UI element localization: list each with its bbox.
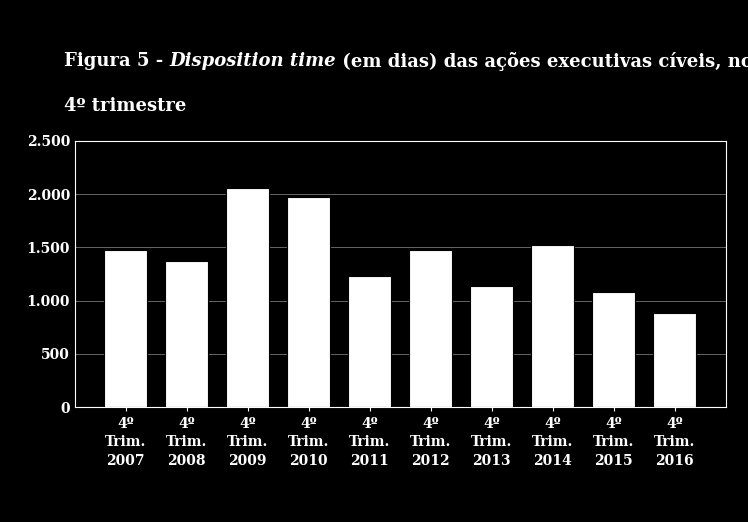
Bar	[349, 276, 391, 407]
Bar	[592, 292, 635, 407]
Bar	[470, 286, 513, 407]
Text: Figura 5 -: Figura 5 -	[64, 52, 169, 70]
Text: Disposition time: Disposition time	[169, 52, 336, 70]
Text: 4º trimestre: 4º trimestre	[64, 97, 186, 114]
Bar	[165, 262, 208, 407]
Bar	[227, 188, 269, 407]
Bar	[531, 245, 574, 407]
Bar	[287, 197, 330, 407]
Bar	[409, 250, 452, 407]
Bar	[105, 250, 147, 407]
Bar	[653, 313, 696, 407]
Text: (em dias) das ações executivas cíveis, no: (em dias) das ações executivas cíveis, n…	[336, 52, 748, 71]
